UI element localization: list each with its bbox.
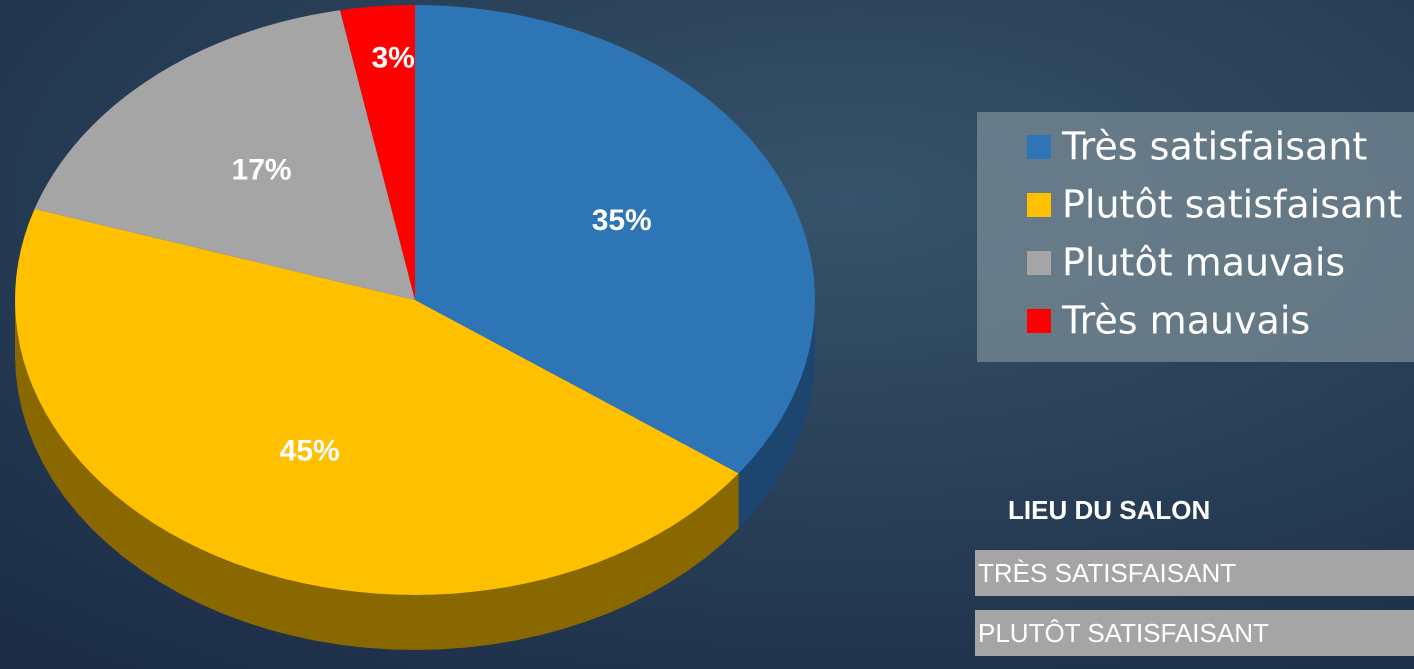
pie-slice — [340, 5, 415, 300]
value-label: 45% — [280, 434, 340, 467]
legend-label: Très satisfaisant — [1061, 125, 1367, 169]
value-label: 35% — [592, 204, 652, 237]
legend-swatch — [1027, 309, 1051, 333]
table: TRÈS SATISFAISANT PLUTÔT SATISFAISANT — [975, 550, 1414, 656]
value-label: 3% — [371, 42, 414, 75]
value-label: 17% — [232, 154, 292, 187]
legend-swatch — [1027, 251, 1051, 275]
pie-slice — [415, 5, 815, 474]
pie-slice — [34, 10, 415, 301]
legend-swatch — [1027, 193, 1051, 217]
table-row — [975, 550, 1414, 596]
table-cell: PLUTÔT SATISFAISANT — [978, 618, 1269, 648]
legend-swatch — [1027, 135, 1051, 159]
pie-side — [738, 300, 815, 529]
legend: Très satisfaisant Plutôt satisfaisant Plut… — [1027, 125, 1402, 343]
pie-side — [15, 300, 739, 650]
pie-slice — [15, 208, 739, 596]
table-cell: TRÈS SATISFAISANT — [978, 558, 1236, 588]
legend-label: Très mauvais — [1061, 299, 1310, 343]
legend-label: Plutôt mauvais — [1062, 241, 1345, 285]
table-row — [975, 610, 1414, 656]
table-title: LIEU DU SALON — [1008, 495, 1210, 525]
legend-label: Plutôt satisfaisant — [1062, 183, 1402, 227]
pie: 35% 45% 17% 3% — [15, 5, 815, 650]
